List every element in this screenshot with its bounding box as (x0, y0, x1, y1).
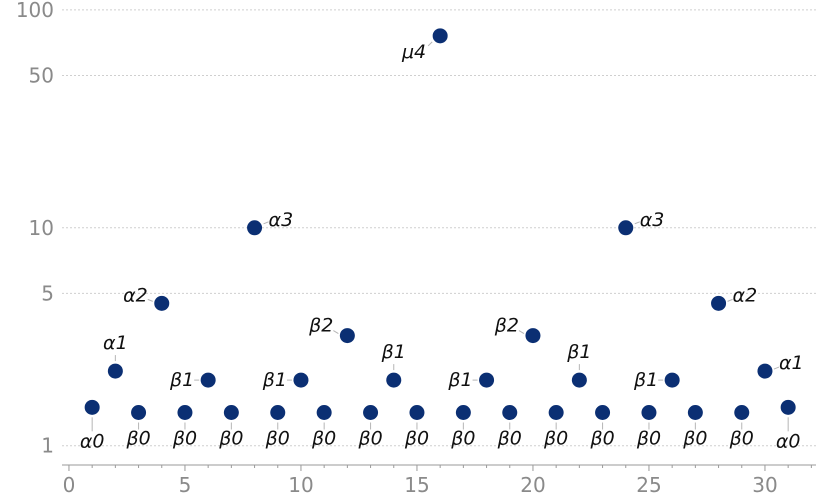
x-tick-label: 25 (636, 473, 661, 497)
point-label: β0 (265, 428, 290, 450)
data-point (595, 405, 611, 421)
point-label: β0 (404, 428, 429, 450)
data-point (757, 363, 773, 379)
data-point (455, 405, 471, 421)
point-labels: α0 α1 β0 α2 β0 β1 β0 α3 β0 β1 β0 β2 β0 β1 β0 μ4 β0 β1 β0 β2… (80, 41, 804, 452)
data-point (618, 220, 634, 236)
data-point (502, 405, 518, 421)
point-label: μ4 (401, 41, 426, 63)
label-leader-line (773, 366, 780, 370)
label-leaders (91, 41, 789, 432)
point-label: β0 (682, 428, 707, 450)
label-leader-line (727, 298, 733, 302)
data-point (247, 220, 263, 236)
point-label: α3 (640, 209, 665, 231)
data-point (432, 28, 448, 44)
point-label: β1 (169, 369, 194, 391)
point-label: α2 (123, 284, 148, 306)
data-point (339, 328, 355, 344)
point-label: β1 (381, 341, 406, 363)
point-label: β0 (172, 428, 197, 450)
point-label: β1 (633, 369, 658, 391)
data-point (200, 372, 216, 388)
data-point (571, 372, 587, 388)
data-point (293, 372, 309, 388)
point-label: β0 (218, 428, 243, 450)
data-point (154, 295, 170, 311)
x-tick-label: 5 (179, 473, 192, 497)
label-leader-line (634, 221, 640, 225)
point-label: β0 (729, 428, 754, 450)
data-point (84, 399, 100, 415)
data-point (479, 372, 495, 388)
data-point (664, 372, 680, 388)
data-point (386, 372, 402, 388)
point-label: α0 (80, 430, 105, 452)
point-label: β0 (497, 428, 522, 450)
y-tick-label: 1 (41, 434, 54, 458)
point-label: α0 (776, 430, 801, 452)
data-point (177, 405, 193, 421)
x-tick-label: 30 (752, 473, 777, 497)
point-label: β2 (494, 315, 519, 337)
point-label: β2 (308, 315, 333, 337)
data-point (363, 405, 379, 421)
point-label: α1 (779, 352, 804, 374)
point-label: β0 (636, 428, 661, 450)
y-tick-label: 100 (16, 0, 54, 22)
x-tick-label: 10 (288, 473, 313, 497)
data-point (223, 405, 239, 421)
point-label: β0 (589, 428, 614, 450)
point-label: β0 (125, 428, 150, 450)
point-label: β0 (543, 428, 568, 450)
point-label: α1 (103, 332, 128, 354)
data-point (687, 405, 703, 421)
point-label: β0 (357, 428, 382, 450)
data-point (316, 405, 332, 421)
label-leader-line (263, 221, 269, 225)
y-tick-label: 5 (41, 281, 54, 305)
x-tick-label: 0 (63, 473, 76, 497)
point-label: β1 (262, 369, 287, 391)
data-point (780, 399, 796, 415)
data-point (711, 295, 727, 311)
label-leader-line (427, 41, 433, 47)
data-points (84, 28, 796, 421)
x-tick-label: 15 (404, 473, 429, 497)
label-leader-line (147, 298, 153, 302)
data-point (641, 405, 657, 421)
data-point (525, 328, 541, 344)
y-tick-label: 50 (29, 63, 54, 87)
point-label: α2 (733, 284, 758, 306)
x-tick-label: 20 (520, 473, 545, 497)
data-point (107, 363, 123, 379)
data-point (270, 405, 286, 421)
point-label: β1 (566, 341, 591, 363)
data-point (734, 405, 750, 421)
point-label: β1 (447, 369, 472, 391)
data-point (548, 405, 564, 421)
label-leader-line (333, 330, 339, 335)
point-label: α3 (269, 209, 294, 231)
point-label: β0 (450, 428, 475, 450)
data-point (409, 405, 425, 421)
data-point (131, 405, 147, 421)
grid-lines (62, 9, 816, 447)
label-leader-line (518, 330, 525, 335)
point-label: β0 (311, 428, 336, 450)
y-tick-label: 10 (29, 216, 54, 240)
